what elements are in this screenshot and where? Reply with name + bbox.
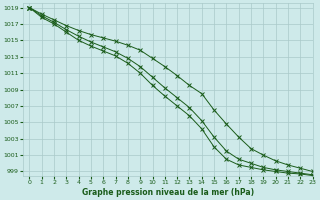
- X-axis label: Graphe pression niveau de la mer (hPa): Graphe pression niveau de la mer (hPa): [82, 188, 254, 197]
